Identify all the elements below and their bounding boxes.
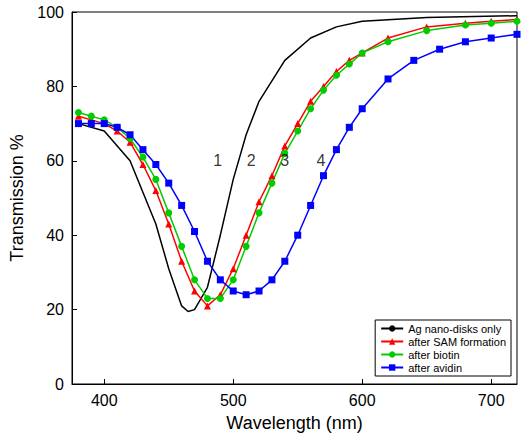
svg-text:100: 100 [37, 4, 64, 21]
svg-text:0: 0 [55, 376, 64, 393]
svg-text:20: 20 [46, 301, 64, 318]
svg-text:3: 3 [280, 152, 289, 169]
svg-text:4: 4 [316, 152, 325, 169]
svg-text:Ag nano-disks only: Ag nano-disks only [408, 323, 501, 335]
svg-text:after biotin: after biotin [408, 349, 459, 361]
svg-text:700: 700 [478, 392, 505, 409]
svg-text:Transmission %: Transmission % [7, 134, 27, 261]
svg-text:600: 600 [349, 392, 376, 409]
svg-text:40: 40 [46, 227, 64, 244]
svg-text:after SAM formation: after SAM formation [408, 336, 506, 348]
svg-text:500: 500 [220, 392, 247, 409]
svg-text:Wavelength (nm): Wavelength (nm) [226, 413, 362, 433]
svg-text:1: 1 [213, 152, 222, 169]
svg-text:400: 400 [91, 392, 118, 409]
svg-text:80: 80 [46, 78, 64, 95]
svg-text:60: 60 [46, 152, 64, 169]
svg-text:after avidin: after avidin [408, 362, 462, 374]
svg-text:2: 2 [247, 152, 256, 169]
